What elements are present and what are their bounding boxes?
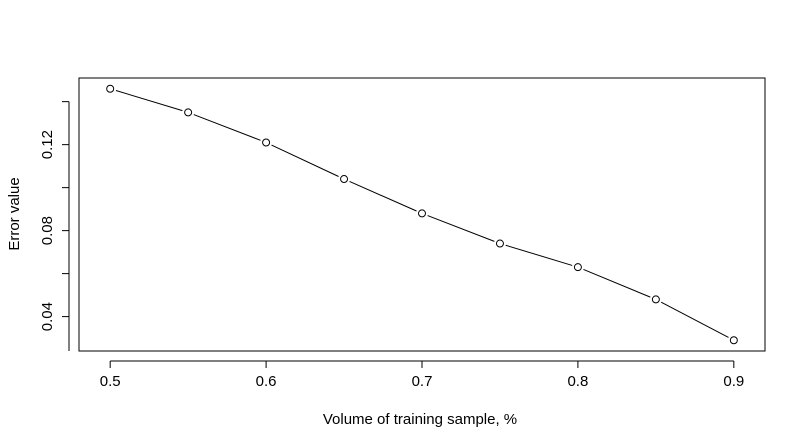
data-point (340, 175, 349, 184)
series-line-group (115, 90, 729, 338)
y-tick-label: 0.12 (39, 130, 56, 159)
x-tick-label: 0.9 (723, 373, 744, 390)
y-tick-label: 0.04 (39, 302, 56, 331)
series-line-segment (271, 144, 339, 177)
data-point (262, 138, 271, 147)
data-point (418, 209, 426, 218)
x-tick-label: 0.5 (100, 373, 121, 390)
series-line-segment (427, 215, 495, 242)
data-point (573, 263, 582, 272)
y-axis: 0.04 0.08 0.12 (39, 101, 70, 351)
series-line-segment (193, 114, 261, 141)
series-line-segment (505, 244, 573, 266)
x-axis: 0.5 0.6 0.7 0.8 0.9 (100, 360, 744, 390)
x-tick-label: 0.7 (412, 373, 433, 390)
data-point (106, 84, 115, 93)
x-axis-title: Volume of training sample, % (323, 411, 517, 428)
x-tick-label: 0.6 (256, 373, 277, 390)
x-tick-label: 0.8 (567, 373, 588, 390)
series-line-segment (583, 268, 651, 298)
data-point (651, 295, 660, 304)
data-point (495, 239, 504, 248)
series-line-segment (660, 301, 729, 338)
y-tick-label: 0.08 (39, 216, 56, 245)
plot-frame (78, 77, 766, 352)
series-points-group (106, 84, 738, 345)
series-line-segment (115, 90, 183, 112)
data-point (729, 336, 738, 345)
data-point (184, 108, 193, 117)
series-line-segment (349, 180, 417, 212)
y-axis-title: Error value (6, 177, 23, 250)
